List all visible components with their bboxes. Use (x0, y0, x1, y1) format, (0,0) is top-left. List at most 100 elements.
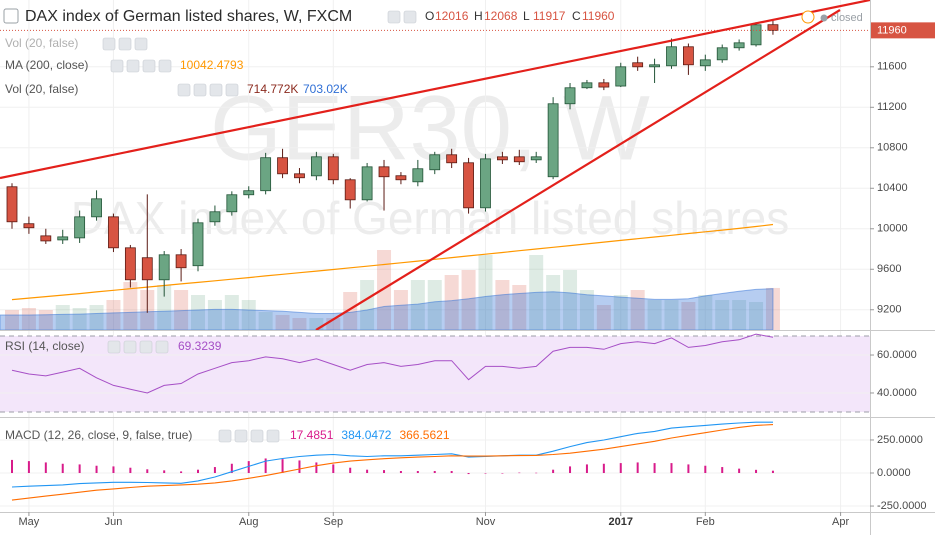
y-tick-label: 10800 (877, 142, 908, 154)
study-icon[interactable] (225, 83, 239, 97)
volume-bar (427, 280, 442, 330)
volume-bar (55, 305, 70, 330)
x-tick-label: Nov (476, 516, 496, 528)
settings-icon[interactable] (387, 10, 401, 24)
macd-line (11, 421, 773, 488)
volume-bar (478, 255, 493, 330)
volume-bar (343, 292, 358, 330)
histogram-bar (602, 463, 605, 474)
study-icon[interactable] (250, 429, 264, 443)
histogram-bar (332, 464, 335, 474)
candle-body (243, 190, 255, 196)
volume-bar (89, 305, 104, 330)
histogram-bar (383, 470, 386, 474)
ohlc-value: 11960 (582, 9, 615, 23)
trendline (0, 0, 870, 180)
y-tick-label: 11600 (877, 61, 907, 73)
volume-bar (613, 295, 628, 330)
study-icon[interactable] (177, 83, 191, 97)
y-tick-label: 40.0000 (877, 387, 917, 399)
candle-body (480, 158, 491, 209)
macd-pane (0, 418, 870, 512)
candle-body (564, 87, 576, 105)
candle-body (463, 162, 474, 209)
histogram-bar (44, 462, 47, 474)
study-value: 703.02K (303, 82, 348, 96)
histogram-bar (704, 465, 707, 474)
volume-bar (410, 280, 425, 330)
study-icon[interactable] (193, 83, 207, 97)
study-icon[interactable] (134, 37, 148, 51)
histogram-bar (501, 473, 504, 474)
symbol-icon[interactable] (3, 8, 19, 24)
volume-bar (579, 290, 594, 330)
study-icon[interactable] (102, 37, 116, 51)
candle-body (192, 222, 204, 267)
volume-bar (393, 290, 408, 330)
study-icon[interactable] (126, 59, 140, 73)
study-icon[interactable] (142, 59, 156, 73)
candle-body (277, 157, 288, 175)
volume-bar (749, 302, 764, 330)
study-icon[interactable] (110, 59, 124, 73)
histogram-bar (484, 473, 487, 474)
histogram-bar (518, 472, 521, 474)
candle-body (496, 156, 508, 161)
candle-body (361, 166, 373, 201)
volume-bar (596, 305, 611, 330)
study-icon[interactable] (266, 429, 280, 443)
histogram-bar (315, 462, 318, 474)
histogram-bar (298, 460, 301, 474)
candle-body (513, 156, 525, 163)
ohlc-value: 12016 (435, 9, 469, 23)
study-icon[interactable] (123, 340, 137, 354)
study-icon[interactable] (107, 340, 121, 354)
settings-icon[interactable] (403, 10, 417, 24)
candle-body (750, 24, 762, 46)
candle-body (141, 257, 153, 281)
volume-bar (224, 295, 239, 330)
ohlc-letter: C (572, 9, 581, 23)
candle-body (649, 64, 660, 68)
study-icon[interactable] (209, 83, 223, 97)
volume-bar (360, 280, 375, 330)
study-icon[interactable] (139, 340, 153, 354)
y-tick-label: 10400 (877, 182, 908, 194)
trendlines (0, 0, 870, 330)
histogram-bar (366, 469, 369, 474)
volume-bar (258, 312, 273, 330)
study-icon[interactable] (158, 59, 172, 73)
histogram-bar (247, 461, 250, 474)
status-dot (820, 14, 828, 22)
volume-bar (630, 290, 645, 330)
study-icon[interactable] (234, 429, 248, 443)
market-status: closed (831, 12, 863, 24)
candle-body (344, 179, 356, 201)
study-icon[interactable] (155, 340, 169, 354)
histogram-bar (11, 459, 13, 474)
y-tick-label: 250.0000 (877, 434, 923, 446)
candle-body (530, 156, 542, 161)
histogram-bar (416, 471, 419, 474)
warning-icon[interactable] (801, 10, 815, 24)
histogram-bar (95, 465, 98, 474)
histogram-bar (349, 467, 352, 474)
study-icon[interactable] (218, 429, 232, 443)
candle-body (683, 46, 694, 66)
histogram-bar (569, 466, 572, 474)
volume-bar (275, 315, 290, 330)
candle-body (260, 157, 272, 192)
study-icon[interactable] (118, 37, 132, 51)
volume-bar (715, 300, 730, 330)
candle-body (23, 223, 35, 229)
histogram-bar (619, 463, 622, 474)
y-tick-label: 9600 (877, 263, 901, 275)
histogram-bar (738, 468, 741, 474)
study-legend: Vol (20, false) (5, 82, 78, 96)
ohlc-value: 12068 (484, 9, 518, 23)
trendline (315, 9, 841, 330)
volume-bar (664, 300, 679, 330)
volume-bar (681, 302, 696, 330)
study-legend: RSI (14, close) (5, 339, 84, 353)
